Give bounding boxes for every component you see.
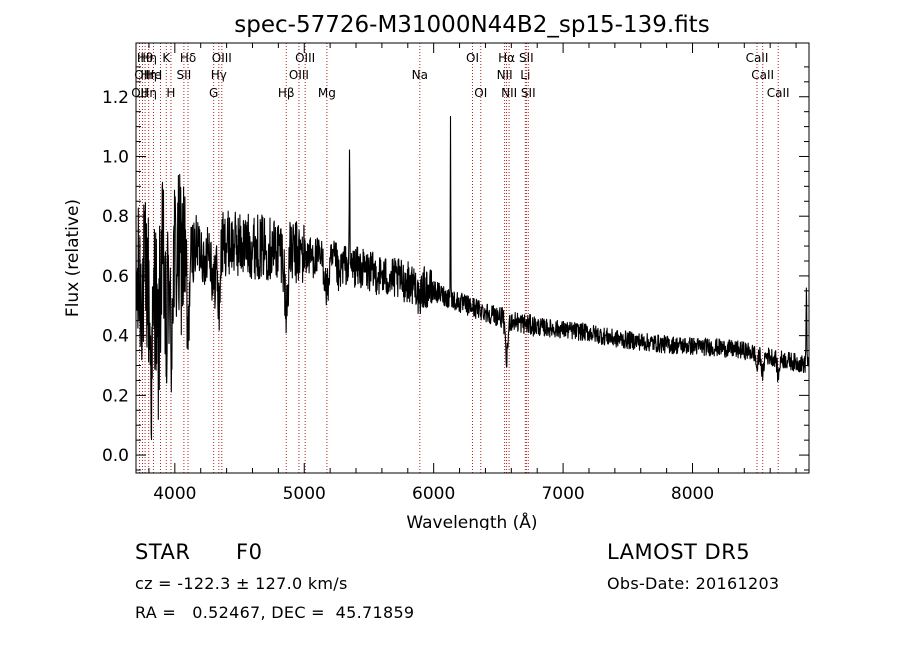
y-tick-label: 0.0 [102,446,129,466]
line-marker-label: SII [521,86,536,100]
x-tick-label: 4000 [153,484,196,504]
y-tick-label: 0.6 [102,267,129,287]
obs-date: Obs-Date: 20161203 [607,574,780,593]
line-marker-label: H [166,86,175,100]
object-class: STAR [135,540,191,564]
line-marker-label: Hγ [211,68,227,82]
survey-name: LAMOST DR5 [607,540,751,564]
y-axis: 0.0 0.2 0.4 0.6 0.8 1.0 1.2 [102,66,809,471]
line-marker-label: Mg [318,86,336,100]
line-marker-label: OI [466,51,479,65]
y-tick-label: 0.4 [102,327,129,347]
line-marker-label: Hη [140,86,157,100]
line-marker-label: NII [497,68,513,82]
y-tick-label: 0.8 [102,207,129,227]
plot-frame [135,42,810,474]
line-marker-label: OII [134,68,151,82]
spectral-line-markers: OIIOIIHθHηHηHηHeIKHSIIHδGHγOIIIHβOIIIOII… [131,43,790,473]
y-tick-label: 1.2 [102,88,129,108]
line-marker-label: NII [501,86,517,100]
line-marker-label: Hη [140,51,157,65]
y-tick-label: 0.2 [102,386,129,406]
line-marker-label: K [162,51,171,65]
line-marker-label: CaII [751,68,774,82]
coordinates: RA = 0.52467, DEC = 45.71859 [135,603,415,622]
spectrum-chart: spec-57726-M31000N44B2_sp15-139.fits OII… [63,12,810,530]
line-marker-label: CaII [767,86,790,100]
spectrum-series [135,115,810,441]
line-marker-label: Hα [498,51,515,65]
line-marker-label: SII [519,51,534,65]
line-marker-label: Li [520,68,530,82]
y-tick-label: 1.0 [102,147,129,167]
line-marker-label: Na [412,68,428,82]
line-marker-label: I [159,68,163,82]
x-tick-label: 6000 [412,484,455,504]
line-marker-label: Hη [140,68,157,82]
line-marker-label: G [209,86,218,100]
line-marker-label: OI [474,86,487,100]
x-tick-label: 7000 [541,484,584,504]
spectrum-line [135,115,810,441]
x-axis-label: Wavelength (Å) [406,511,537,530]
line-marker-label: He [145,68,161,82]
x-axis: 4000 5000 6000 7000 8000 [148,43,797,504]
x-tick-label: 8000 [671,484,714,504]
line-marker-label: Hδ [180,51,196,65]
x-tick-label: 5000 [283,484,326,504]
line-marker-label: OIII [212,51,232,65]
line-marker-label: CaII [746,51,769,65]
chart-title: spec-57726-M31000N44B2_sp15-139.fits [234,12,709,38]
line-marker-label: OIII [295,51,315,65]
subclass: F0 [236,540,263,564]
line-marker-label: OIII [289,68,309,82]
redshift-velocity: cz = -122.3 ± 127.0 km/s [135,574,348,593]
line-marker-label: SII [177,68,192,82]
y-axis-label: Flux (relative) [63,199,83,317]
line-marker-label: Hβ [278,86,295,100]
